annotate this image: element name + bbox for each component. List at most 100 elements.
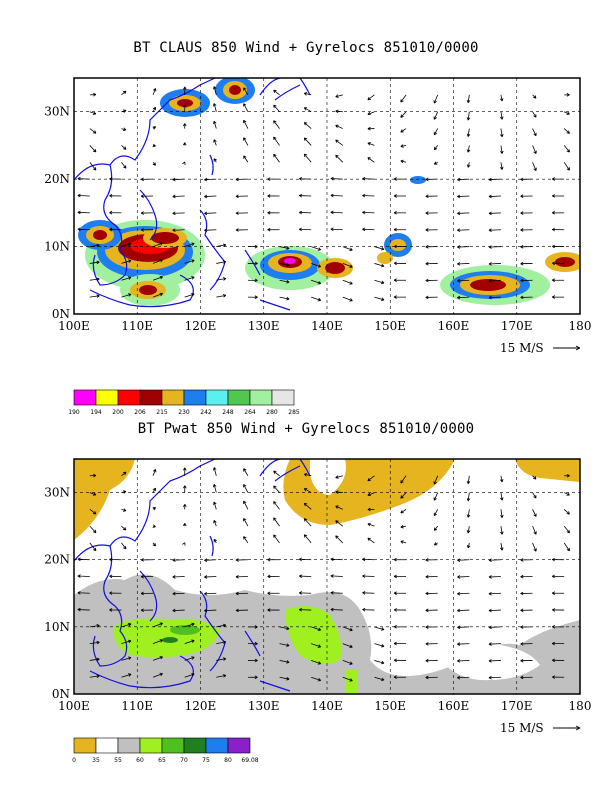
wind-arrow [243,484,249,493]
cloud-central-pacific [377,176,426,264]
wind-arrow [89,260,100,265]
wind-arrow [367,537,375,544]
wind-arrow [172,575,185,579]
wind-arrow [140,591,154,596]
wind-arrow [520,591,533,596]
wind-arrow [466,111,471,121]
wind-arrow [425,228,438,232]
cloud-gulf-tonkin [78,220,122,250]
wind-arrow [172,228,185,232]
wind-arrow [520,194,533,199]
wind-arrow [393,194,407,198]
colorbar-swatch [139,389,163,406]
wind-arrow [235,608,248,613]
wind-arrow [532,145,537,154]
wind-arrow [362,193,375,198]
wind-arrow [273,120,280,129]
wind-arrow [109,227,122,232]
wind-arrow [140,228,154,232]
wind-arrow [216,640,227,645]
y-tick-label: 10N [44,240,70,254]
coastline-segment [139,570,158,622]
wind-arrow [342,263,353,268]
wind-arrow [77,176,90,181]
wind-arrow [433,525,439,531]
wind-arrow [532,492,537,499]
wind-arrow [488,228,501,232]
wind-arrow [182,503,187,510]
wind-arrow [532,111,537,118]
wind-arrow [89,277,100,282]
wind-arrow [298,557,312,562]
wind-arrow [520,211,533,215]
colorbar-label: 230 [178,409,190,416]
wind-arrow [247,261,258,266]
coastline-segment [209,535,214,557]
wind-arrow [121,293,132,298]
wind-arrow [564,111,570,115]
wind-arrow [551,278,565,282]
wind-arrow [400,144,407,148]
x-tick-label: 180 [569,319,592,333]
colorbar-label: 280 [266,409,278,416]
wind-arrow [172,558,185,562]
wind-arrow [298,193,312,198]
wind-arrow [89,640,100,645]
wind-arrow [121,471,127,477]
x-tick-label: 140E [311,319,343,333]
colorbar-swatch [95,389,119,406]
wind-arrow [488,177,501,182]
wind-arrow [532,509,537,517]
wind-arrow [500,128,504,138]
wind-arrow [425,608,438,613]
wind-arrow [367,492,375,497]
coastline-segment [74,78,216,181]
y-tick-label: 0N [52,687,70,701]
wind-arrow [216,243,227,247]
wind-arrow [488,245,501,249]
wind-arrow [311,279,322,285]
wind-arrow [152,622,163,628]
wind-arrow [374,279,385,285]
wind-arrow [551,574,565,579]
wind-arrow [77,193,90,198]
wind-arrow [342,660,353,665]
wind-arrow [457,558,470,562]
wind-arrow [551,261,565,266]
moist-dark-green-2 [162,637,178,643]
wind-arrow [400,94,407,103]
wind-arrow [273,501,280,510]
wind-arrow [393,261,407,266]
wind-arrow [393,591,407,595]
wind-arrow [342,643,353,649]
wind-arrow [362,591,375,595]
dry-inner-white [310,459,346,495]
wind-arrow [499,542,504,551]
wind-arrow [77,210,90,215]
wind-arrow [457,211,470,216]
wind-arrow [335,490,343,494]
wind-arrow [433,542,438,546]
wind-arrow [457,194,470,199]
wind-arrow [362,607,375,612]
cloud-north-west [160,78,255,117]
wind-arrow [77,574,90,578]
wind-arrow [466,492,471,502]
colorbar-swatch [227,389,251,406]
wind-arrow [212,86,217,95]
wind-arrow [152,542,156,547]
wind-arrow [121,162,127,169]
colorbar-label: 70 [180,757,188,764]
wind-arrow [182,161,186,165]
wind-arrow [243,536,249,544]
wind-arrow [425,675,438,680]
colorbar-label: 215 [156,409,168,416]
wind-arrow [247,278,258,283]
wind-arrow [311,246,322,251]
colorbar-swatch [183,737,207,754]
wind-arrow [152,259,163,264]
wind-arrow [89,509,97,515]
wind-arrow [466,94,471,104]
wind-arrow [121,242,132,247]
